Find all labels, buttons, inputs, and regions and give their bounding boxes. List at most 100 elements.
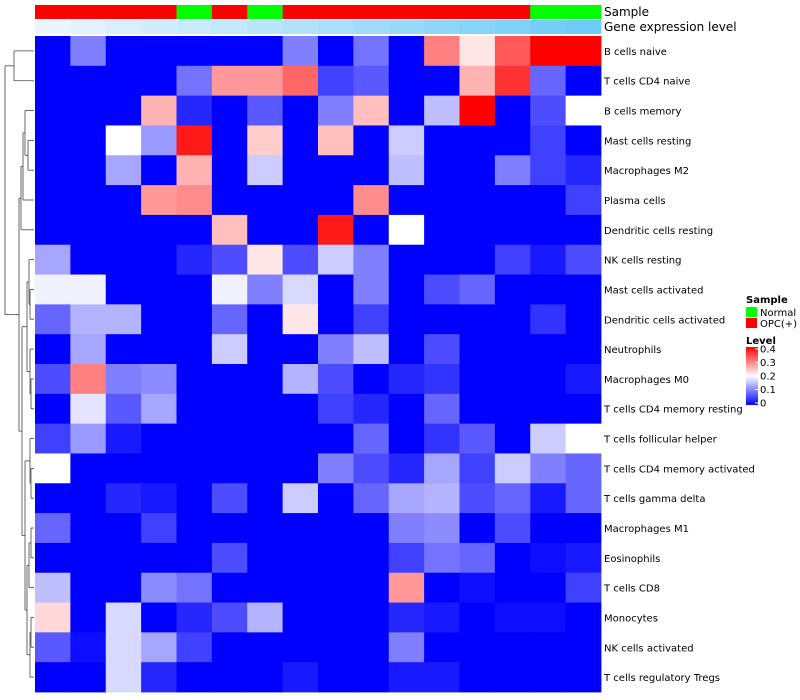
cell-t-cells-regulatory-tregs-1 [70,662,107,693]
cell-mast-cells-resting-14 [530,125,567,156]
cell-macrophages-m0-8 [318,364,354,395]
cell-mast-cells-activated-14 [530,274,567,305]
cell-eosinophils-2 [105,542,142,574]
annotation-cell-sample-2 [105,5,142,19]
cell-t-cells-regulatory-tregs-14 [530,662,567,693]
cell-b-cells-memory-11 [424,95,460,126]
cell-dendritic-cells-activated-15 [565,304,602,335]
cell-nk-cells-activated-8 [318,632,354,663]
row-label-t-cells-gamma-delta: T cells gamma delta [603,494,705,505]
cell-mast-cells-resting-1 [70,125,107,156]
cell-macrophages-m0-0 [35,364,71,395]
cell-nk-cells-resting-2 [105,244,142,275]
cell-monocytes-3 [141,602,177,633]
cell-nk-cells-activated-12 [459,632,496,663]
cell-monocytes-6 [247,602,284,633]
cell-t-cells-gamma-delta-11 [424,483,460,514]
cell-t-cells-gamma-delta-13 [494,483,531,514]
annotation-cell-sample-0 [35,5,71,19]
cell-t-cells-regulatory-tregs-12 [459,662,496,693]
cell-b-cells-naive-3 [141,36,177,67]
annotation-cell-gene-expression-level-4 [176,20,213,34]
cell-b-cells-naive-11 [424,36,460,67]
cell-b-cells-naive-7 [282,36,319,67]
cell-t-cells-cd4-naive-11 [424,65,460,97]
cell-neutrophils-5 [211,334,248,365]
cell-b-cells-memory-7 [282,95,319,126]
row-label-t-cells-cd4-memory-resting: T cells CD4 memory resting [603,405,743,416]
cell-t-cells-follicular-helper-2 [105,423,142,454]
cell-mast-cells-activated-9 [353,274,390,305]
cell-t-cells-cd8-4 [176,572,213,603]
cell-b-cells-naive-1 [70,36,107,67]
annotation-cell-gene-expression-level-8 [318,20,354,34]
cell-dendritic-cells-resting-8 [318,214,354,246]
cell-t-cells-follicular-helper-9 [353,423,390,454]
legend-level-tick-label-3: 0.1 [760,385,776,396]
cell-nk-cells-resting-1 [70,244,107,275]
cell-t-cells-cd4-memory-activated-1 [70,453,107,484]
cell-t-cells-follicular-helper-12 [459,423,496,454]
cell-plasma-cells-6 [247,185,284,216]
legend-level-tick-label-2: 0.2 [760,372,776,383]
legend-level-tick-label-4: 0 [760,399,766,410]
cell-t-cells-cd8-13 [494,572,531,603]
cell-mast-cells-resting-6 [247,125,284,156]
cell-t-cells-cd4-naive-6 [247,65,284,97]
cell-macrophages-m2-11 [424,155,460,186]
cell-macrophages-m0-10 [388,364,425,395]
annotation-cell-gene-expression-level-2 [105,20,142,34]
cell-t-cells-gamma-delta-12 [459,483,496,514]
cell-eosinophils-3 [141,542,177,574]
row-labels: B cells naive T cells CD4 naive B cells me… [603,47,755,684]
legend-sample-title: Sample [746,295,788,306]
cell-nk-cells-resting-9 [353,244,390,275]
cell-plasma-cells-13 [494,185,531,216]
cell-t-cells-cd4-naive-0 [35,65,71,97]
cell-t-cells-cd4-naive-13 [494,65,531,97]
cell-neutrophils-9 [353,334,390,365]
legend-level-tick-label-1: 0.3 [760,358,776,369]
cell-t-cells-cd4-memory-activated-0 [35,453,71,484]
cell-mast-cells-resting-7 [282,125,319,156]
annotation-label-gene-expression-level: Gene expression level [604,20,737,34]
cell-dendritic-cells-activated-0 [35,304,71,335]
cell-neutrophils-3 [141,334,177,365]
cell-b-cells-naive-4 [176,36,213,67]
cell-nk-cells-activated-13 [494,632,531,663]
row-label-plasma-cells: Plasma cells [604,196,666,207]
cell-nk-cells-resting-14 [530,244,567,275]
cell-t-cells-cd8-10 [388,572,425,603]
cell-macrophages-m2-10 [388,155,425,186]
cell-t-cells-cd4-memory-resting-9 [353,393,390,425]
cell-t-cells-regulatory-tregs-4 [176,662,213,693]
cell-monocytes-13 [494,602,531,633]
cell-macrophages-m1-6 [247,513,284,544]
cell-monocytes-8 [318,602,354,633]
row-label-dendritic-cells-activated: Dendritic cells activated [604,315,725,326]
cell-mast-cells-resting-13 [494,125,531,156]
cell-b-cells-memory-13 [494,95,531,126]
cell-t-cells-regulatory-tregs-15 [565,662,602,693]
legend-label-opc: OPC(+) [760,319,797,330]
cell-plasma-cells-10 [388,185,425,216]
cell-macrophages-m0-3 [141,364,177,395]
cell-t-cells-cd4-memory-resting-15 [565,393,602,425]
cell-t-cells-cd4-naive-5 [211,65,248,97]
cell-t-cells-cd4-naive-15 [565,65,602,97]
cell-b-cells-naive-5 [211,36,248,67]
annotation-cell-gene-expression-level-0 [35,20,71,34]
cell-monocytes-1 [70,602,107,633]
cell-t-cells-follicular-helper-15 [565,423,602,454]
cell-dendritic-cells-activated-8 [318,304,354,335]
cell-mast-cells-resting-9 [353,125,390,156]
cell-dendritic-cells-resting-13 [494,214,531,246]
cell-mast-cells-activated-2 [105,274,142,305]
cell-t-cells-cd4-memory-resting-5 [211,393,248,425]
cell-monocytes-15 [565,602,602,633]
cell-dendritic-cells-activated-11 [424,304,460,335]
cell-mast-cells-activated-0 [35,274,71,305]
cell-t-cells-cd4-naive-14 [530,65,567,97]
cell-macrophages-m1-10 [388,513,425,544]
cell-t-cells-gamma-delta-2 [105,483,142,514]
